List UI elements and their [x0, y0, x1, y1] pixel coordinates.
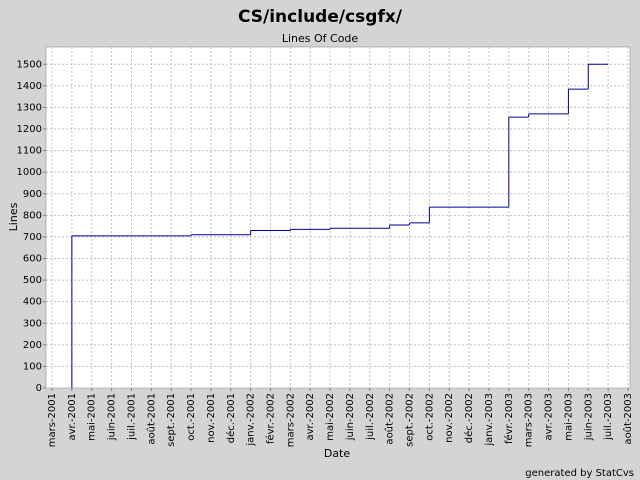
x-tick-label: déc.-2002	[463, 393, 475, 443]
x-tick-label: juil.-2001	[126, 393, 137, 441]
y-tick-label: 1000	[17, 167, 42, 178]
plot-area	[45, 46, 631, 389]
x-tick-label: avr.-2001	[67, 393, 78, 440]
x-tick-label: janv.-2002	[246, 393, 257, 447]
x-tick-label: août-2002	[384, 393, 396, 445]
x-tick-label: mars-2002	[285, 393, 296, 447]
y-tick-label: 0	[36, 383, 42, 394]
x-tick-label: avr.-2003	[544, 393, 555, 440]
x-tick-label: nov.-2001	[206, 393, 217, 443]
x-tick-label: août-2003	[622, 393, 634, 445]
y-tick-label: 900	[23, 189, 42, 200]
y-tick-label: 1400	[17, 81, 42, 92]
x-tick-label: mars-2001	[47, 393, 58, 447]
x-tick-label: juil.-2002	[365, 393, 376, 441]
y-tick-label: 200	[23, 340, 42, 351]
x-tick-label: juin-2002	[345, 393, 356, 441]
x-tick-label: avr.-2002	[305, 393, 316, 440]
x-tick-label: oct.-2001	[186, 393, 197, 441]
x-tick-label: sept.-2001	[166, 393, 177, 447]
x-tick-label: oct.-2002	[424, 393, 435, 441]
x-tick-label: mai-2003	[563, 393, 574, 441]
y-tick-label: 1100	[17, 146, 42, 157]
x-tick-label: mars-2003	[524, 393, 535, 447]
x-tick-label: août-2001	[145, 393, 157, 445]
x-tick-label: mai-2001	[87, 393, 98, 441]
x-axis-label: Date	[324, 447, 351, 460]
y-tick-label: 300	[23, 318, 42, 329]
x-tick-label: juin-2001	[107, 393, 118, 441]
y-tick-label: 400	[23, 297, 42, 308]
plot-layer: 0 100 200 300 400 500 600 700 800 900 1000 1100 1200…	[17, 47, 634, 447]
y-tick-label: 100	[23, 361, 42, 372]
y-tick-label: 1300	[17, 102, 42, 113]
chart-title: CS/include/csgfx/	[238, 7, 403, 27]
x-tick-label: juil.-2003	[603, 393, 614, 441]
x-tick-label: nov.-2002	[444, 393, 455, 443]
y-tick-label: 1500	[17, 59, 42, 70]
x-tick-label: janv.-2003	[484, 393, 495, 447]
x-tick-label: mai-2002	[325, 393, 336, 441]
chart-subtitle: Lines Of Code	[282, 32, 359, 45]
x-tick-label: juin-2003	[583, 393, 594, 441]
y-tick-label: 700	[23, 232, 42, 243]
x-tick-label: sept.-2002	[405, 393, 416, 447]
y-axis-label: Lines	[7, 202, 20, 231]
y-tick-label: 500	[23, 275, 42, 286]
x-tick-label: févr.-2003	[503, 393, 515, 444]
x-tick-label: févr.-2002	[264, 393, 276, 444]
y-tick-label: 600	[23, 254, 42, 265]
footer: generated by StatCvs	[525, 468, 634, 479]
y-tick-label: 1200	[17, 124, 42, 135]
y-tick-label: 800	[23, 210, 42, 221]
x-tick-label: déc.-2001	[225, 393, 237, 443]
